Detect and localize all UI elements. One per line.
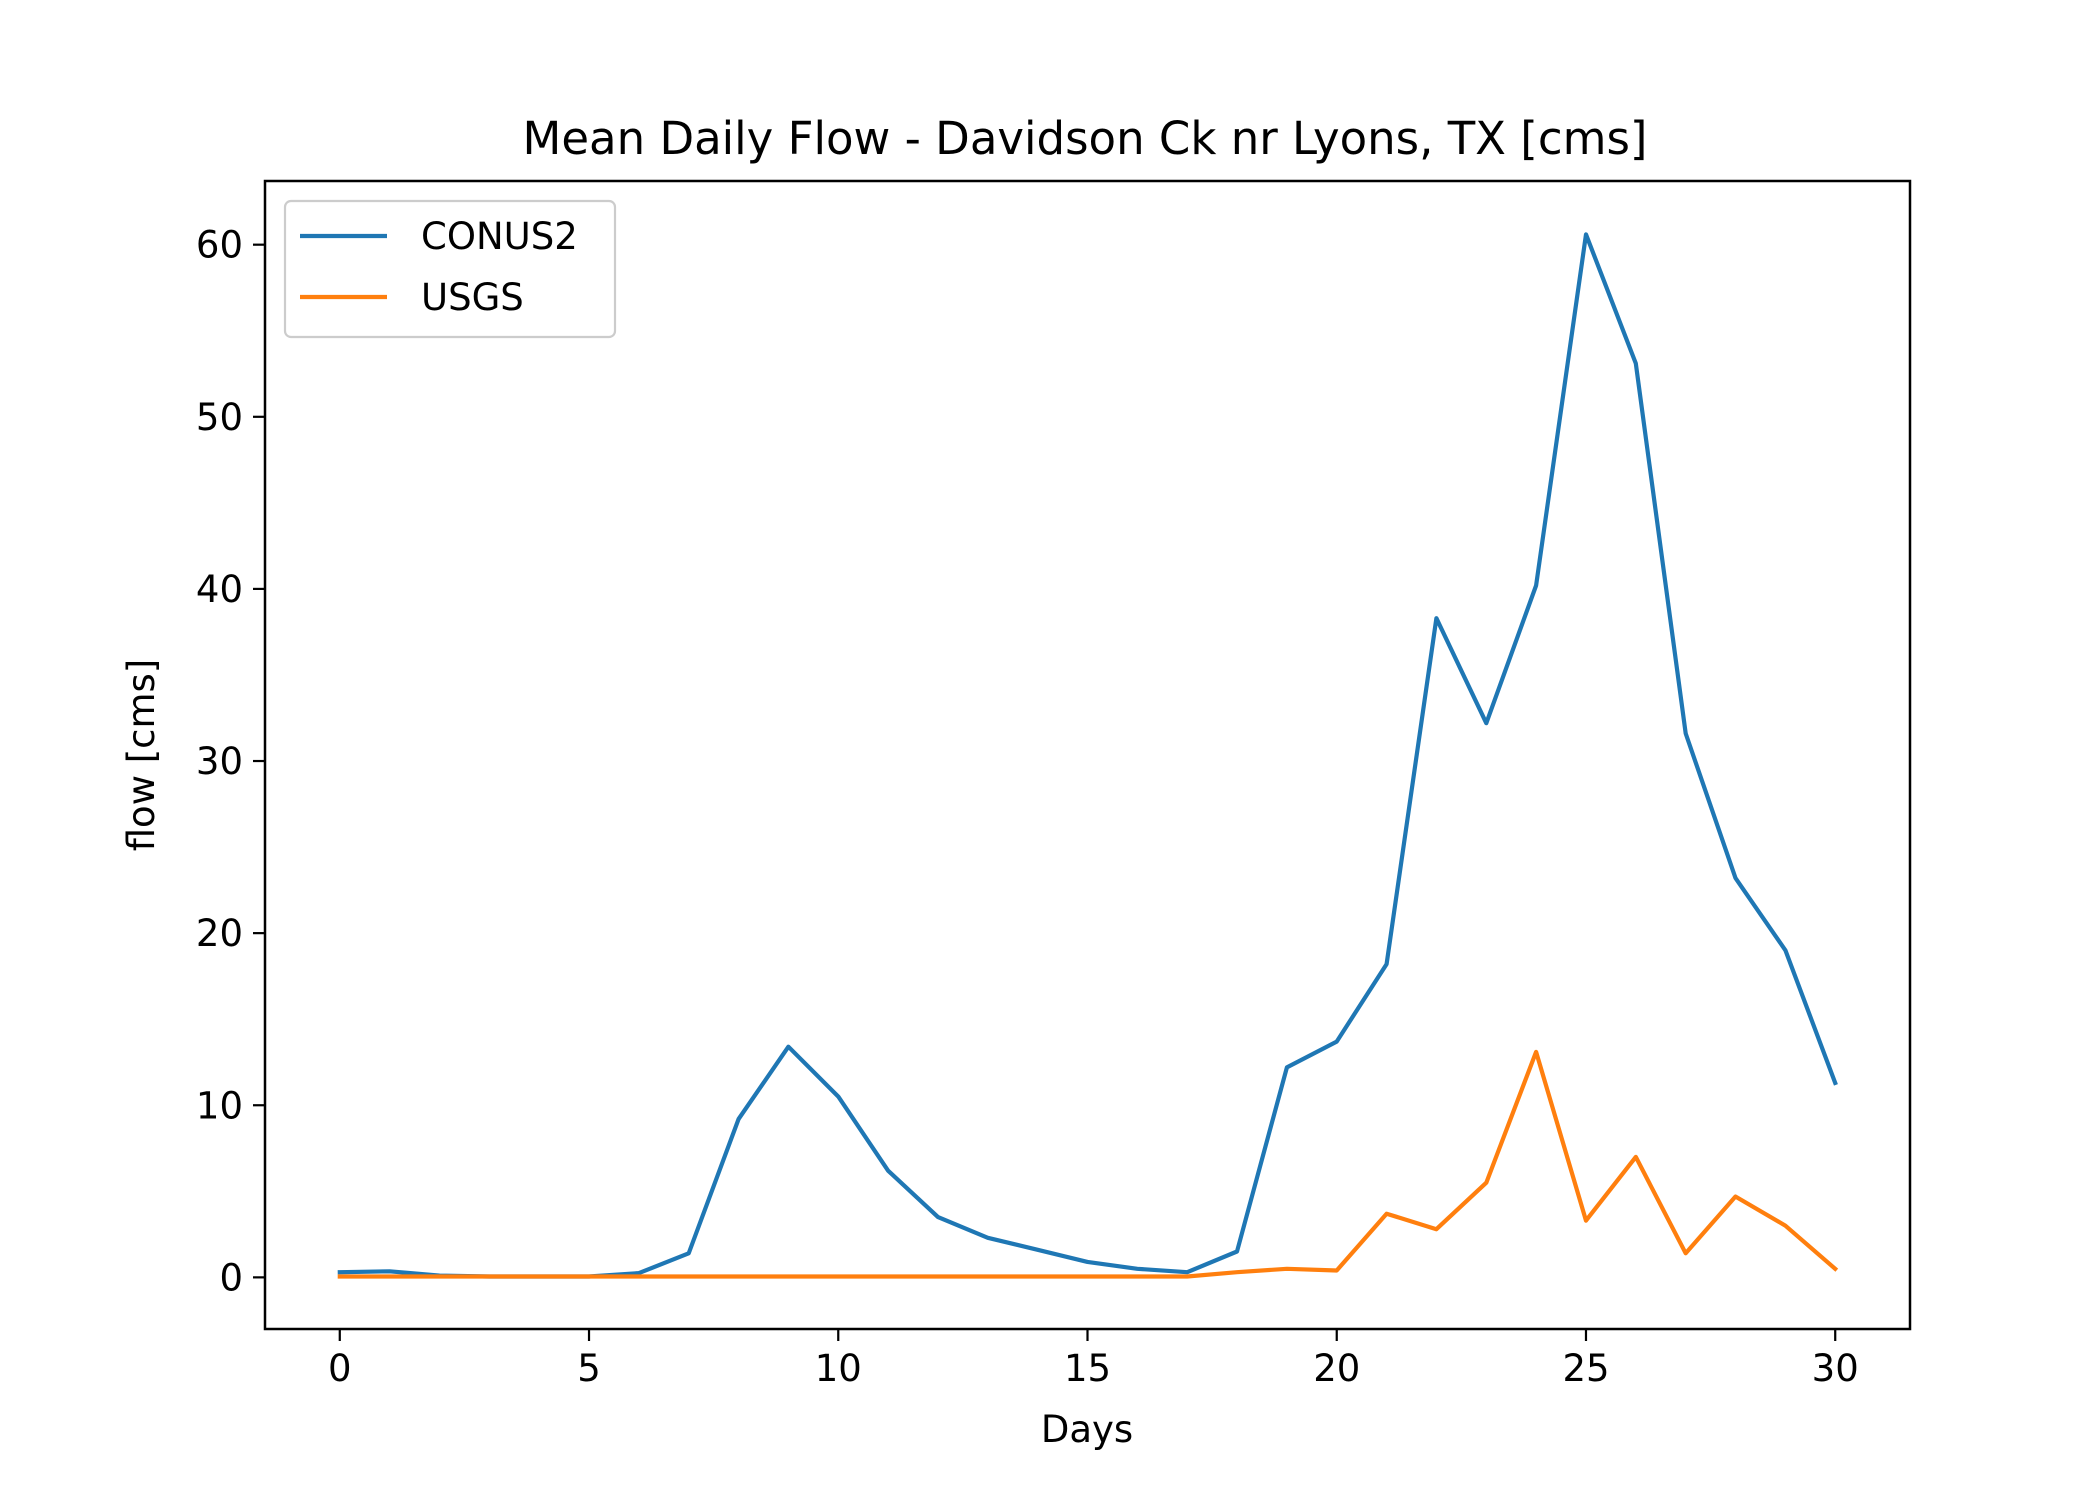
- y-tick-label: 60: [196, 224, 243, 267]
- x-axis-label: Days: [1041, 1408, 1133, 1451]
- chart-title: Mean Daily Flow - Davidson Ck nr Lyons, …: [523, 112, 1648, 165]
- legend: CONUS2 USGS: [283, 199, 617, 339]
- legend-label-conus2: CONUS2: [421, 215, 578, 258]
- y-tick-label: 20: [196, 912, 243, 955]
- x-tick-label: 20: [1313, 1347, 1360, 1390]
- y-tick-label: 30: [196, 740, 243, 783]
- y-axis-label: flow [cms]: [120, 659, 163, 852]
- series-line-usgs: [337, 1049, 1839, 1279]
- x-tick-label: 5: [577, 1347, 601, 1390]
- plot-area: [337, 232, 1839, 1279]
- y-tick-label: 0: [219, 1256, 243, 1299]
- y-tick-label: 50: [196, 396, 243, 439]
- y-axis: 0 10 20 30 40 50 60: [196, 224, 265, 1299]
- x-tick-label: 25: [1562, 1347, 1609, 1390]
- legend-label-usgs: USGS: [421, 276, 524, 319]
- x-tick-label: 10: [815, 1347, 862, 1390]
- x-tick-label: 0: [328, 1347, 352, 1390]
- x-tick-label: 15: [1064, 1347, 1111, 1390]
- y-tick-label: 10: [196, 1084, 243, 1127]
- x-tick-label: 30: [1812, 1347, 1859, 1390]
- y-tick-label: 40: [196, 568, 243, 611]
- x-axis: 0 5 10 15 20 25 30: [328, 1329, 1859, 1390]
